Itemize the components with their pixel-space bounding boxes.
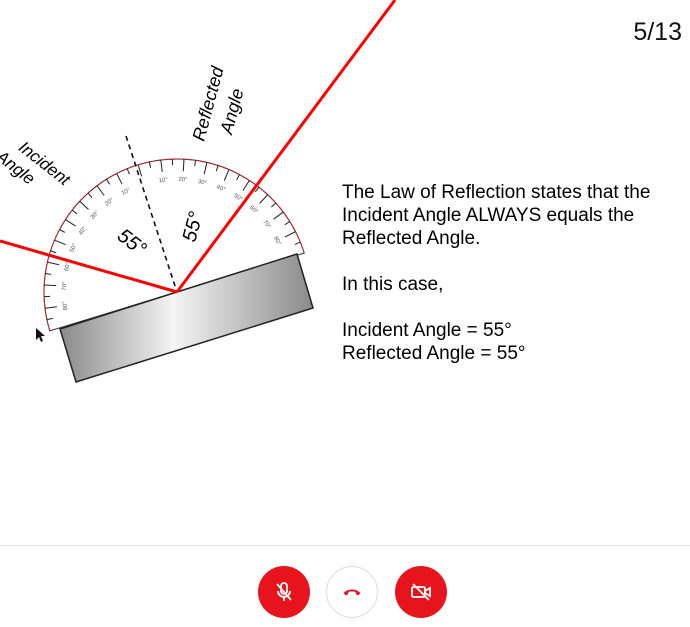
incident-ray — [0, 239, 178, 294]
protractor-tick — [242, 180, 250, 191]
law-statement: The Law of Reflection states that the In… — [342, 182, 651, 249]
protractor-tick — [47, 261, 60, 266]
protractor-degree-label: 60° — [248, 205, 259, 216]
reflected-ray — [175, 0, 397, 293]
protractor-degree-label: 70° — [62, 281, 68, 291]
hang-up-button[interactable] — [326, 566, 378, 618]
protractor-tick — [137, 164, 143, 177]
reflected-angle-label: Reflected Angle — [189, 63, 248, 143]
case-intro: In this case, — [342, 274, 444, 295]
protractor-tick — [45, 272, 52, 275]
protractor-tick — [182, 159, 185, 172]
protractor-degree-label: 40° — [215, 184, 226, 193]
mic-off-icon — [276, 582, 292, 601]
protractor-tick — [44, 284, 57, 287]
protractor-degree-label: 10° — [158, 177, 168, 184]
camera-off-icon — [411, 583, 431, 601]
protractor-tick — [194, 160, 197, 167]
protractor-degree-label: 50° — [69, 242, 78, 253]
protractor-tick — [71, 209, 78, 215]
phone-hangup-icon — [343, 589, 361, 596]
protractor-tick — [96, 185, 105, 196]
protractor-degree-label: 70° — [261, 219, 272, 230]
protractor-degree-label: 20° — [178, 177, 188, 183]
protractor-degree-labels: 10°20°30°40°50°60°70°80°10° 20° 30°40°50°6… — [62, 177, 282, 311]
protractor-tick — [126, 168, 130, 175]
normal-line — [125, 135, 178, 293]
protractor-tick — [87, 192, 93, 198]
page-counter: 5/13 — [633, 18, 682, 46]
call-control-bar — [0, 545, 690, 627]
protractor-tick — [44, 295, 51, 298]
protractor-tick — [160, 159, 163, 172]
mirror — [59, 253, 314, 383]
protractor-tick — [59, 229, 66, 233]
protractor-tick — [273, 211, 284, 220]
protractor-tick — [54, 239, 66, 246]
protractor-tick — [116, 173, 123, 185]
protractor-tick-marks — [44, 159, 301, 321]
protractor-degree-label: 20° — [104, 197, 115, 208]
protractor-tick — [223, 169, 230, 181]
protractor-tick — [171, 159, 174, 166]
protractor-tick — [271, 202, 277, 208]
protractor-tick — [148, 161, 152, 168]
protractor-tick — [79, 200, 89, 210]
camera-button[interactable] — [395, 566, 447, 618]
protractor-degree-label: 30° — [197, 179, 208, 187]
protractor-degree-label: 40° — [78, 225, 88, 236]
reflection-diagram: 10°20°30°40°50°60°70°80°10° 20° 30°40°50°6… — [0, 0, 397, 383]
protractor-tick — [259, 194, 269, 204]
protractor-tick — [106, 178, 111, 185]
protractor-tick — [50, 250, 57, 254]
protractor-tick — [236, 174, 240, 181]
protractor: 10°20°30°40°50°60°70°80°10° 20° 30°40°50°6… — [43, 158, 305, 332]
protractor-degree-label: 50° — [233, 193, 244, 203]
mute-button[interactable] — [258, 566, 310, 618]
protractor-tick — [284, 221, 291, 226]
protractor-tick — [284, 231, 296, 238]
incident-angle-equation: Incident Angle = 55° — [342, 320, 512, 341]
protractor-tick — [215, 165, 219, 172]
protractor-tick — [294, 241, 301, 245]
incident-angle-label: Incident Angle — [0, 138, 75, 190]
protractor-tick — [203, 162, 208, 175]
protractor-degree-label: 80° — [62, 300, 69, 310]
protractor-tick — [44, 306, 57, 309]
slide: 5/13 10° 20° 30° 40° 50° 60° 70° 80° 10° 20° 30° 40… — [0, 0, 682, 383]
protractor-degree-label: 10° — [121, 187, 132, 197]
mouse-cursor-icon — [36, 328, 45, 342]
protractor-degree-label: 60° — [64, 261, 72, 272]
protractor-tick — [65, 219, 76, 227]
protractor-tick — [254, 186, 260, 193]
protractor-degree-label: 80° — [272, 236, 282, 247]
explanation-text: The Law of Reflection states that the In… — [342, 181, 672, 365]
protractor-tick — [46, 317, 53, 321]
reflected-angle-equation: Reflected Angle = 55° — [342, 343, 526, 364]
protractor-degree-label: 30° — [90, 210, 101, 221]
